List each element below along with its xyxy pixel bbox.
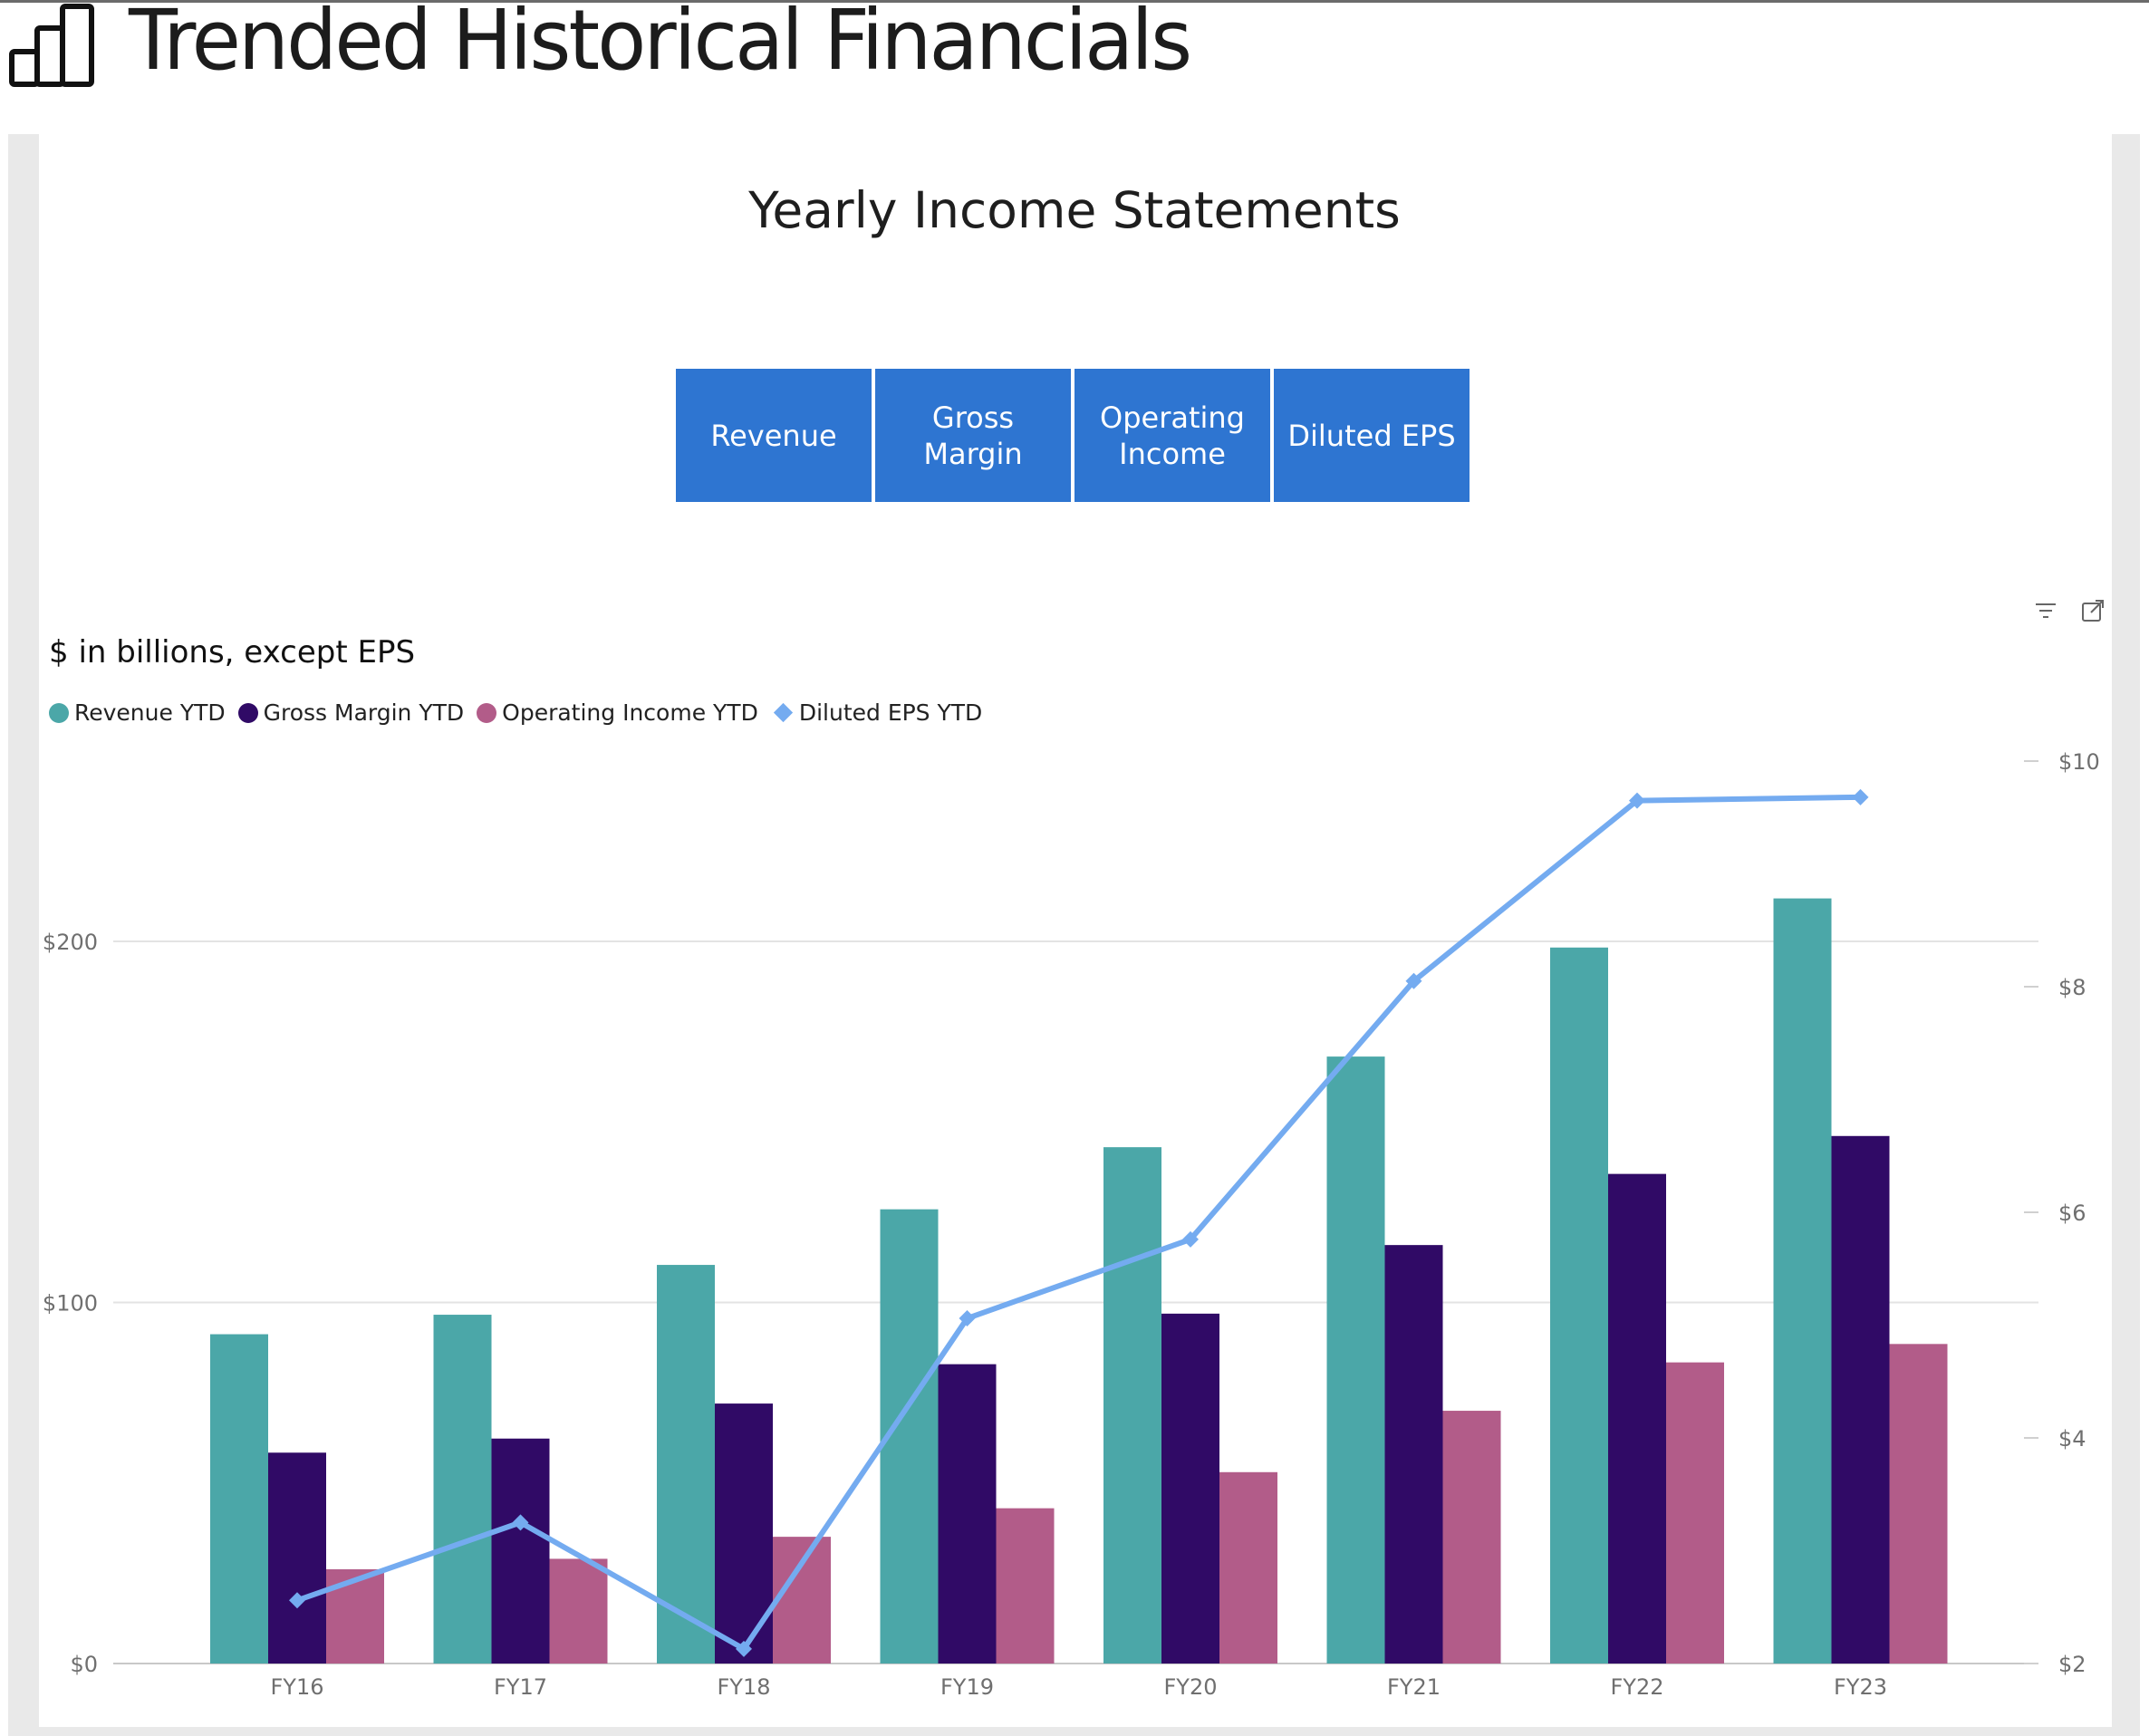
bar-revenue-ytd-fy23: [1773, 898, 1832, 1664]
y-left-tick-label: $0: [70, 1652, 98, 1677]
legend-label-diluted-eps: Diluted EPS YTD: [798, 699, 983, 726]
x-tick-label: FY23: [1834, 1674, 1887, 1700]
point-diluted-eps-fy20: [1182, 1230, 1199, 1248]
legend-label-operating-income: Operating Income YTD: [502, 699, 758, 726]
top-rule: [0, 0, 2149, 3]
legend-item-diluted-eps[interactable]: Diluted EPS YTD: [771, 699, 982, 726]
bar-gross-margin-ytd-fy16: [268, 1452, 326, 1664]
bar-chart-icon: [9, 4, 94, 87]
x-tick-label: FY17: [494, 1674, 547, 1700]
y-right-tick-label: $8: [2058, 975, 2086, 1000]
point-diluted-eps-fy16: [289, 1592, 305, 1609]
revenue-button[interactable]: Revenue: [676, 369, 872, 502]
bar-gross-margin-ytd-fy23: [1831, 1135, 1890, 1664]
legend-item-gross-margin[interactable]: Gross Margin YTD: [237, 699, 465, 726]
gross-margin-button[interactable]: Gross Margin: [875, 369, 1071, 502]
chart-subtitle: $ in billions, except EPS: [49, 634, 416, 670]
bar-revenue-ytd-fy22: [1550, 947, 1608, 1664]
legend-marker-revenue: [49, 702, 69, 723]
line-diluted-eps-ytd: [296, 794, 1861, 1652]
bar-operating-income-ytd-fy22: [1666, 1362, 1724, 1664]
bar-gross-margin-ytd-fy19: [938, 1364, 997, 1664]
y-right-tick-label: $4: [2058, 1426, 2086, 1451]
bar-gross-margin-ytd-fy20: [1161, 1313, 1219, 1664]
y-right-tick-label: $6: [2058, 1201, 2086, 1226]
bar-operating-income-ytd-fy16: [326, 1568, 384, 1664]
y-left-tick-label: $100: [43, 1291, 98, 1316]
bar-revenue-ytd-fy20: [1103, 1147, 1161, 1664]
y-right-tick-label: $10: [2058, 749, 2100, 775]
point-diluted-eps-fy23: [1852, 788, 1869, 805]
y-right-tick-label: $2: [2058, 1652, 2086, 1677]
x-tick-label: FY16: [270, 1674, 323, 1700]
bar-revenue-ytd-fy17: [433, 1315, 492, 1664]
bar-operating-income-ytd-fy17: [549, 1558, 608, 1664]
focus-mode-icon[interactable]: [2080, 598, 2106, 623]
legend-label-revenue: Revenue YTD: [74, 699, 226, 726]
bar-operating-income-ytd-fy21: [1442, 1411, 1501, 1664]
legend-marker-operating-income: [477, 702, 497, 723]
point-diluted-eps-fy18: [736, 1640, 752, 1657]
x-tick-label: FY18: [717, 1674, 770, 1700]
point-diluted-eps-fy22: [1629, 792, 1645, 809]
metric-button-group: Revenue Gross Margin Operating Income Di…: [676, 369, 1470, 502]
page-title: Trended Historical Financials: [129, 0, 1192, 89]
bar-revenue-ytd-fy18: [657, 1265, 715, 1664]
bar-operating-income-ytd-fy23: [1889, 1344, 1948, 1664]
point-diluted-eps-fy21: [1405, 972, 1422, 989]
bar-revenue-ytd-fy21: [1326, 1056, 1385, 1664]
legend-item-revenue[interactable]: Revenue YTD: [49, 699, 226, 726]
bar-gross-margin-ytd-fy22: [1608, 1173, 1666, 1664]
filter-icon[interactable]: [2033, 598, 2058, 623]
x-tick-label: FY22: [1610, 1674, 1663, 1700]
point-diluted-eps-fy19: [959, 1310, 976, 1327]
diluted-eps-button[interactable]: Diluted EPS: [1274, 369, 1470, 502]
report-title: Yearly Income Statements: [748, 181, 1401, 239]
bar-revenue-ytd-fy16: [210, 1334, 268, 1664]
visual-header: [2033, 598, 2106, 623]
legend-item-operating-income[interactable]: Operating Income YTD: [477, 699, 758, 726]
bar-operating-income-ytd-fy20: [1219, 1471, 1277, 1664]
bar-gross-margin-ytd-fy18: [715, 1403, 773, 1664]
bar-gross-margin-ytd-fy17: [491, 1438, 550, 1664]
bar-operating-income-ytd-fy18: [773, 1537, 831, 1664]
legend-marker-gross-margin: [237, 702, 258, 723]
point-diluted-eps-fy17: [512, 1514, 529, 1531]
bar-gross-margin-ytd-fy21: [1384, 1245, 1443, 1664]
x-tick-label: FY20: [1163, 1674, 1217, 1700]
bar-operating-income-ytd-fy19: [996, 1508, 1055, 1664]
chart-legend: Revenue YTD Gross Margin YTD Operating I…: [49, 699, 995, 726]
x-tick-label: FY19: [940, 1674, 994, 1700]
operating-income-button[interactable]: Operating Income: [1074, 369, 1270, 502]
x-tick-label: FY21: [1387, 1674, 1441, 1700]
y-left-tick-label: $200: [43, 930, 98, 955]
legend-label-gross-margin: Gross Margin YTD: [263, 699, 465, 726]
